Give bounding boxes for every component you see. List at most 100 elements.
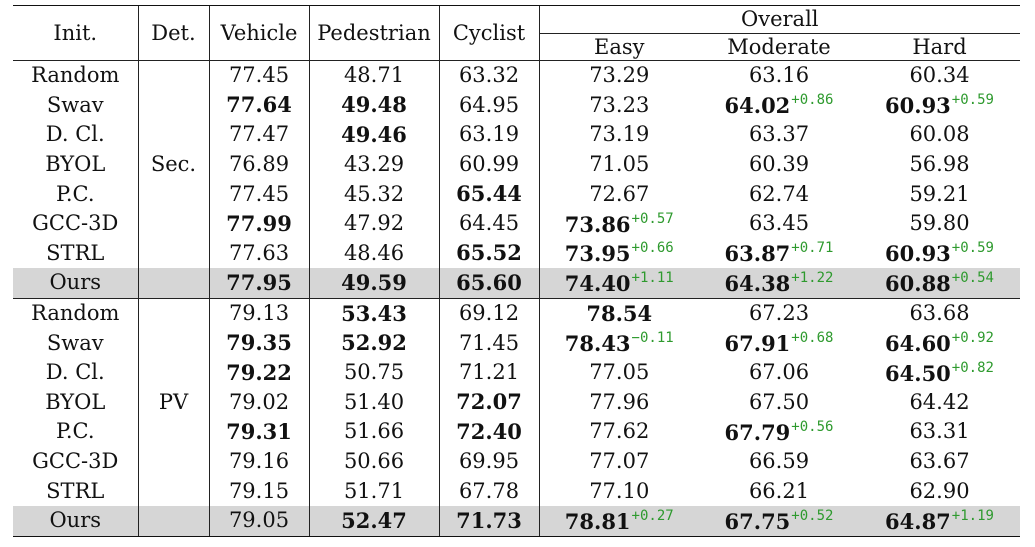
cell-vehicle: 79.16 bbox=[208, 446, 309, 477]
cell-hard: 64.87+1.19 bbox=[859, 505, 1020, 537]
header-cyclist: Cyclist bbox=[438, 5, 539, 61]
cell-init: P.C. bbox=[55, 419, 95, 444]
cell-value: 47.92 bbox=[343, 211, 405, 236]
cell-pedestrian: 48.71 bbox=[308, 59, 439, 91]
cell-value: 77.10 bbox=[589, 478, 650, 503]
cell-moderate: 66.59 bbox=[699, 447, 859, 477]
table-row: P.C. 79.31 51.66 72.40 77.62 67.79+0.56 63.31 bbox=[13, 417, 1020, 447]
cell-value: 50.75 bbox=[343, 360, 405, 385]
cell-easy: 73.86+0.57 bbox=[538, 208, 699, 239]
delta-superscript: +1.19 bbox=[951, 507, 994, 524]
header-init: Init. bbox=[13, 5, 138, 61]
cell-moderate: 67.75+0.52 bbox=[699, 505, 859, 537]
results-table: Init. Det. Vehicle Pedestrian Cyclist Ov… bbox=[13, 5, 1020, 537]
delta-superscript: +0.66 bbox=[631, 240, 674, 257]
table-row: D. Cl. 77.47 49.46 63.19 73.19 63.37 60.08 bbox=[13, 120, 1020, 150]
cell-value: 64.87 bbox=[885, 508, 951, 534]
table-row: Swav 79.35 52.92 71.45 78.43−0.11 67.91+0.68 6… bbox=[13, 328, 1020, 358]
cell-init: Random bbox=[13, 297, 138, 329]
cell-vehicle: 77.95 bbox=[208, 268, 309, 299]
cell-vehicle: 77.45 bbox=[208, 179, 309, 209]
table-body: Random Sec. 77.45 48.71 63.32 73.29 63.16 60.34… bbox=[13, 59, 1020, 537]
cell-pedestrian: 51.40 bbox=[308, 387, 439, 418]
cell-init: Ours bbox=[13, 505, 138, 537]
cell-value: 67.50 bbox=[748, 389, 810, 414]
cell-value: 66.59 bbox=[748, 449, 810, 474]
cell-easy: 73.23 bbox=[538, 90, 699, 121]
cell-vehicle: 79.02 bbox=[208, 387, 309, 418]
cell-value: 63.32 bbox=[458, 63, 520, 88]
cell-det: Sec. bbox=[137, 60, 209, 269]
cell-vehicle: 79.22 bbox=[208, 357, 309, 388]
cell-value: 60.08 bbox=[909, 122, 970, 147]
cell-pedestrian: 53.43 bbox=[308, 297, 439, 329]
cell-value: 78.81 bbox=[564, 508, 631, 534]
cell-value: 65.52 bbox=[456, 240, 522, 266]
cell-vehicle: 79.15 bbox=[208, 476, 309, 506]
cell-pedestrian: 51.66 bbox=[308, 417, 439, 447]
cell-value: 77.07 bbox=[589, 449, 650, 474]
cell-value: 79.13 bbox=[228, 301, 290, 326]
cell-value: 66.21 bbox=[748, 478, 810, 503]
cell-value: 79.31 bbox=[226, 418, 292, 444]
cell-cyclist: 69.95 bbox=[438, 446, 539, 477]
cell-det-empty bbox=[137, 505, 209, 537]
cell-value: 71.21 bbox=[458, 360, 520, 385]
cell-cyclist: 65.52 bbox=[438, 238, 539, 269]
cell-value: 77.95 bbox=[226, 269, 292, 295]
table-row: GCC-3D 79.16 50.66 69.95 77.07 66.59 63.67 bbox=[13, 446, 1020, 477]
cell-value: 67.23 bbox=[748, 301, 810, 326]
cell-value: 64.45 bbox=[458, 211, 520, 236]
cell-value: 72.07 bbox=[456, 389, 522, 415]
cell-value: 63.31 bbox=[909, 419, 970, 444]
cell-value: 64.50 bbox=[885, 360, 951, 386]
cell-value: 73.23 bbox=[589, 92, 650, 117]
cell-moderate: 60.39 bbox=[699, 150, 859, 180]
cell-value: 79.02 bbox=[228, 389, 290, 414]
cell-vehicle: 76.89 bbox=[208, 149, 309, 180]
header-det: Det. bbox=[137, 5, 209, 61]
cell-easy: 78.43−0.11 bbox=[538, 328, 699, 358]
cell-value: 67.75 bbox=[724, 508, 791, 534]
header-pedestrian: Pedestrian bbox=[308, 5, 439, 61]
cell-moderate: 63.16 bbox=[699, 59, 859, 91]
cell-value: 77.96 bbox=[589, 389, 650, 414]
table-row: GCC-3D 77.99 47.92 64.45 73.86+0.57 63.45 59.8… bbox=[13, 208, 1020, 239]
cell-easy: 73.19 bbox=[538, 120, 699, 150]
cell-value: 48.46 bbox=[343, 240, 405, 265]
cell-pedestrian: 48.46 bbox=[308, 238, 439, 269]
header-easy: Easy bbox=[538, 33, 699, 61]
cell-moderate: 63.45 bbox=[699, 209, 859, 239]
cell-value: 56.98 bbox=[909, 152, 970, 177]
cell-init: STRL bbox=[46, 478, 105, 503]
cell-hard: 60.93+0.59 bbox=[859, 91, 1020, 121]
cell-cyclist: 71.21 bbox=[438, 357, 539, 388]
cell-init: D. Cl. bbox=[45, 122, 105, 147]
delta-superscript: +0.68 bbox=[791, 330, 834, 347]
delta-superscript: +0.56 bbox=[791, 418, 834, 435]
cell-value: 67.79 bbox=[724, 419, 791, 445]
cell-value: 67.91 bbox=[724, 331, 791, 357]
cell-cyclist: 60.99 bbox=[438, 149, 539, 180]
cell-hard: 56.98 bbox=[859, 150, 1020, 180]
cell-init: STRL bbox=[46, 240, 105, 265]
cell-easy: 78.54 bbox=[538, 297, 699, 329]
header-vehicle: Vehicle bbox=[208, 5, 309, 61]
cell-value: 65.44 bbox=[456, 181, 522, 207]
cell-moderate: 64.02+0.86 bbox=[699, 91, 859, 121]
cell-value: 73.86 bbox=[564, 211, 631, 237]
cell-value: 64.02 bbox=[724, 93, 791, 119]
delta-superscript: +1.22 bbox=[791, 269, 834, 286]
cell-vehicle: 79.05 bbox=[208, 505, 309, 537]
cell-value: 60.39 bbox=[748, 152, 810, 177]
cell-cyclist: 63.32 bbox=[438, 59, 539, 91]
cell-value: 52.47 bbox=[341, 507, 407, 533]
cell-cyclist: 71.45 bbox=[438, 328, 539, 358]
cell-init: Ours bbox=[13, 268, 138, 299]
cell-pedestrian: 49.48 bbox=[308, 90, 439, 121]
cell-vehicle: 77.47 bbox=[208, 120, 309, 150]
cell-hard: 59.80 bbox=[859, 209, 1020, 239]
cell-value: 45.32 bbox=[343, 181, 405, 206]
cell-value: 76.89 bbox=[228, 152, 290, 177]
table-row: P.C. 77.45 45.32 65.44 72.67 62.74 59.21 bbox=[13, 179, 1020, 209]
